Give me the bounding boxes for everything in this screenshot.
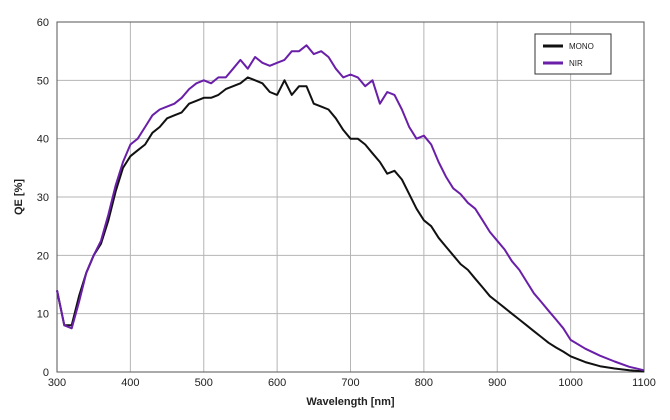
x-tick-labels: 300 400 500 600 700 800 900 1000 1100: [48, 377, 656, 389]
x-tick-label: 900: [488, 377, 506, 389]
y-tick-label: 30: [37, 192, 49, 204]
x-tick-label: 800: [415, 377, 433, 389]
y-tick-label: 20: [37, 250, 49, 262]
series-lines: [56, 44, 645, 373]
y-tick-label: 50: [37, 75, 49, 87]
legend-box: [534, 33, 612, 75]
y-tick-label: 60: [37, 17, 49, 29]
y-axis-title: QE [%]: [13, 179, 25, 215]
x-tick-label: 400: [121, 377, 139, 389]
x-tick-label: 600: [268, 377, 286, 389]
y-tick-label: 40: [37, 134, 49, 146]
x-tick-label: 300: [48, 377, 66, 389]
legend-label-mono: MONO: [569, 42, 594, 51]
y-tick-label: 0: [43, 367, 49, 379]
x-tick-label: 700: [341, 377, 359, 389]
series-line-nir: [56, 44, 645, 372]
x-tick-label: 1000: [558, 377, 582, 389]
legend-label-nir: NIR: [569, 59, 583, 68]
y-tick-label: 10: [37, 309, 49, 321]
legend: MONO NIR: [534, 33, 612, 75]
y-tick-labels: 0 10 20 30 40 50 60: [37, 17, 49, 379]
plot-frame: [56, 21, 645, 373]
x-tick-label: 1100: [632, 377, 656, 389]
series-line-mono: [56, 76, 645, 373]
x-axis-title: Wavelength [nm]: [306, 396, 395, 408]
x-tick-label: 500: [195, 377, 213, 389]
